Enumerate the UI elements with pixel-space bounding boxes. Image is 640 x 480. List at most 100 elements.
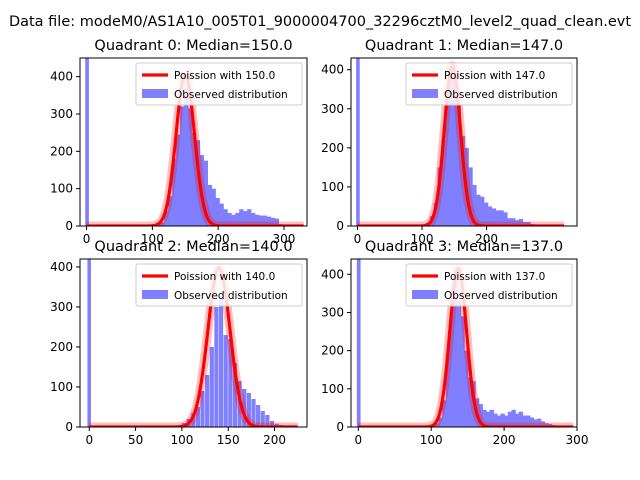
- histogram-bar: [515, 220, 520, 226]
- y-tick-label: 300: [321, 305, 344, 319]
- histogram-bar: [449, 69, 454, 226]
- legend-poisson-label: Poission with 150.0: [174, 70, 275, 82]
- histogram-bar: [191, 132, 197, 226]
- histogram-bar: [207, 184, 212, 226]
- histogram-bar: [434, 423, 440, 427]
- subplot-title: Quadrant 0: Median=150.0: [94, 38, 292, 54]
- subplot-quadrant-1: 0 100 200 300 400 0 100 200 Quadrant 1: Median=1…: [321, 38, 578, 246]
- x-tick-label: 200: [493, 433, 516, 447]
- y-tick-label: 300: [321, 102, 344, 116]
- spike-bar: [356, 58, 360, 226]
- histogram-bar: [526, 222, 531, 226]
- histogram-bar: [269, 421, 275, 427]
- x-tick-label: 300: [273, 232, 296, 246]
- subplot-quadrant-0: 0 100 200 300 400 0 100 200 300 Quadrant 0: Media…: [50, 38, 308, 246]
- histogram-bar: [540, 421, 545, 427]
- histogram-bar: [242, 389, 247, 427]
- histogram-bar: [482, 409, 487, 427]
- legend-observed-swatch: [142, 89, 168, 98]
- histogram-bar: [456, 301, 462, 427]
- legend: Poission with 140.0 Observed distribution: [135, 263, 303, 307]
- y-tick-label: 400: [321, 63, 344, 77]
- histogram-bar: [464, 350, 469, 427]
- histogram-bar: [195, 140, 201, 226]
- axes-frame: [79, 57, 308, 227]
- histogram-bar: [239, 209, 244, 226]
- histogram-bar: [274, 218, 280, 226]
- y-tick-label: 100: [321, 180, 344, 194]
- histogram-bar: [215, 198, 220, 226]
- histogram-bar: [223, 209, 228, 226]
- subplot-quadrant-2: 0 100 200 300 400 0 50 100 150 200 Quadrant 2: Med…: [50, 239, 308, 447]
- histogram-bar: [266, 216, 272, 226]
- legend: Poission with 150.0 Observed distribution: [135, 62, 303, 106]
- y-tick-label: 200: [50, 144, 73, 158]
- histogram-bar: [504, 415, 509, 427]
- x-tick-label: 100: [411, 232, 434, 246]
- histogram-bar: [247, 209, 252, 226]
- histogram-bar: [235, 212, 240, 226]
- y-tick-label: 100: [50, 380, 73, 394]
- y-tick-label: 100: [321, 382, 344, 396]
- x-tick-label: 150: [217, 433, 240, 447]
- histogram-bar: [491, 208, 496, 226]
- histogram-bar: [227, 212, 232, 226]
- legend: Poission with 137.0 Observed distribution: [405, 263, 573, 307]
- histogram-bar: [445, 354, 451, 427]
- subplot-grid: 0 100 200 300 400 0 100 200 300 Quadrant 0: Media…: [50, 38, 588, 447]
- histogram-bar: [164, 211, 169, 226]
- poisson-curve-halo: [358, 263, 574, 427]
- histogram-bar: [499, 210, 504, 226]
- legend-box: [405, 263, 573, 307]
- x-tick-label: 0: [354, 433, 362, 447]
- histogram-bar: [478, 404, 483, 427]
- histogram-bar: [518, 218, 524, 226]
- histogram-bar: [511, 409, 516, 427]
- histogram-bar: [476, 194, 481, 226]
- histogram-bar: [507, 411, 513, 427]
- histogram-bar: [441, 140, 446, 226]
- histogram-bar: [460, 136, 465, 226]
- legend-observed-swatch: [142, 290, 168, 299]
- histogram-bar: [472, 184, 477, 226]
- y-tick-label: 200: [321, 344, 344, 358]
- legend-box: [135, 62, 303, 106]
- poisson-curve: [356, 64, 566, 226]
- histogram-bar: [219, 203, 224, 226]
- x-tick-label: 200: [263, 433, 286, 447]
- histogram-bar: [209, 347, 214, 427]
- histogram-bar: [437, 167, 442, 226]
- y-tick-label: 400: [321, 267, 344, 281]
- legend-box: [405, 62, 573, 106]
- histogram-bar: [211, 188, 216, 226]
- axes-frame: [350, 258, 578, 428]
- subplot-title: Quadrant 1: Median=147.0: [365, 38, 563, 54]
- x-tick-label: 200: [207, 232, 230, 246]
- y-tick-label: 0: [65, 219, 73, 233]
- histogram-bar: [265, 415, 270, 427]
- x-tick-label: 0: [85, 433, 93, 447]
- histogram-bar: [518, 411, 524, 427]
- histogram-bar: [484, 202, 489, 226]
- legend-poisson-label: Poission with 147.0: [444, 70, 545, 82]
- poisson-curve-halo: [357, 60, 565, 226]
- plot-area: [356, 259, 575, 427]
- histogram-bar: [511, 218, 516, 226]
- histogram-bar: [544, 423, 549, 427]
- histogram-bar: [438, 417, 443, 427]
- histogram-bar: [258, 215, 264, 226]
- legend-poisson-label: Poission with 140.0: [174, 271, 275, 283]
- legend: Poission with 147.0 Observed distribution: [405, 62, 573, 106]
- figure-suptitle: Data file: modeM0/AS1A10_005T01_90000047…: [9, 14, 631, 30]
- legend-box: [135, 263, 303, 307]
- histogram-bar: [262, 215, 268, 226]
- histogram-bar: [168, 196, 173, 226]
- histogram-bar: [180, 106, 185, 226]
- histogram-bar: [522, 415, 527, 427]
- histogram-bar: [489, 409, 494, 427]
- histogram-bar: [200, 391, 205, 427]
- poisson-curve: [85, 73, 305, 226]
- legend-observed-label: Observed distribution: [174, 89, 288, 101]
- histogram-bar: [231, 214, 236, 226]
- histogram-bar: [203, 160, 208, 226]
